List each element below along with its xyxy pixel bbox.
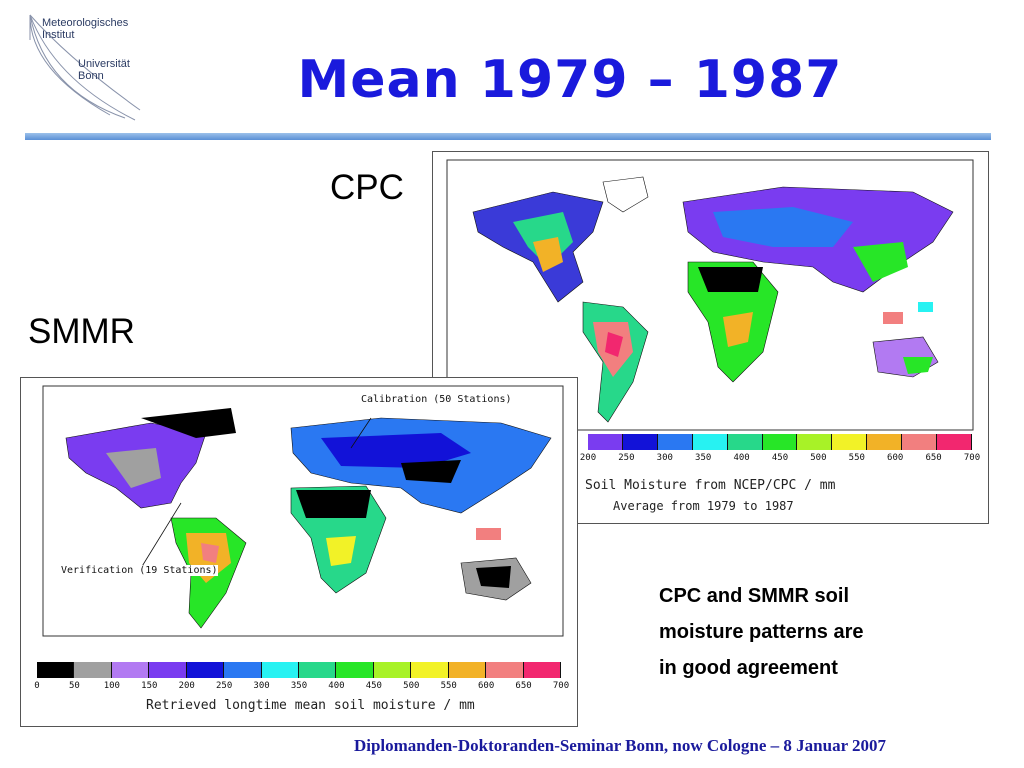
summary-line-2: moisture patterns are	[659, 621, 864, 643]
smmr-legend-tick: 300	[253, 681, 270, 691]
cpc-legend-swatch	[657, 434, 693, 450]
cpc-legend-tick: 600	[887, 453, 904, 463]
smmr-legend-swatch	[224, 662, 262, 678]
cpc-legend-swatch	[937, 434, 972, 450]
smmr-legend-tick: 350	[290, 681, 308, 691]
slide-title: Mean 1979 – 1987	[297, 50, 843, 110]
calibration-note: Calibration (50 Stations)	[361, 394, 512, 405]
smmr-legend-swatch	[186, 662, 225, 678]
cpc-legend-swatch	[832, 434, 868, 450]
cpc-legend-tick: 200	[579, 453, 597, 463]
cpc-legend-tick: 300	[656, 453, 673, 463]
cpc-label: CPC	[330, 168, 404, 207]
smmr-legend-swatch	[74, 662, 112, 678]
cpc-color-legend: 200 250 300 350 400 450 500 550 600 650 700	[580, 434, 980, 474]
cpc-legend-swatch	[692, 434, 728, 450]
smmr-legend-swatch	[299, 662, 337, 678]
cpc-legend-swatch	[867, 434, 903, 450]
smmr-legend-tick: 100	[103, 681, 120, 691]
cpc-caption-line1: Soil Moisture from NCEP/CPC / mm	[585, 478, 836, 493]
smmr-legend-swatch	[111, 662, 150, 678]
verification-note: Verification (19 Stations)	[61, 565, 218, 576]
cpc-legend-swatch	[727, 434, 763, 450]
smmr-legend-swatch	[336, 662, 374, 678]
summary-text: CPC and SMMR soil moisture patterns are …	[659, 578, 949, 686]
smmr-legend-tick: 700	[552, 681, 570, 691]
smmr-world-map	[42, 385, 564, 637]
smmr-legend-swatch	[486, 662, 524, 678]
smmr-legend-swatch	[149, 662, 187, 678]
logo-swoosh-icon	[29, 14, 141, 121]
cpc-legend-swatch	[762, 434, 798, 450]
smmr-legend-swatch	[373, 662, 412, 678]
smmr-caption: Retrieved longtime mean soil moisture / …	[146, 698, 475, 713]
smmr-legend-tick: 600	[478, 681, 495, 691]
cpc-legend-tick: 350	[695, 453, 712, 463]
smmr-legend-swatch	[411, 662, 449, 678]
cpc-legend-tick: 250	[618, 453, 635, 463]
smmr-legend-swatch	[523, 662, 561, 678]
cpc-legend-swatch	[797, 434, 833, 450]
cpc-legend-tick: 400	[733, 453, 750, 463]
smmr-legend-tick: 250	[216, 681, 233, 691]
smmr-color-legend: 0 50 100 150 200 250 300 350 400 450 500 550 600 650 7…	[34, 662, 569, 694]
logo-text-line4: Bonn	[78, 70, 104, 82]
smmr-legend-swatch	[261, 662, 299, 678]
footer-text: Diplomanden-Doktoranden-Seminar Bonn, no…	[353, 736, 887, 755]
smmr-legend-tick: 200	[178, 681, 195, 691]
cpc-legend-swatch	[902, 434, 938, 450]
smmr-legend-swatch	[37, 662, 75, 678]
summary-line-1: CPC and SMMR soil	[659, 585, 850, 607]
smmr-legend-tick: 150	[141, 681, 158, 691]
cpc-legend-tick: 650	[925, 453, 942, 463]
cpc-legend-swatch	[622, 434, 658, 450]
smmr-soil-moisture-figure: Calibration (50 Stations) Verification (…	[20, 377, 578, 727]
smmr-legend-tick: 450	[365, 681, 382, 691]
smmr-legend-tick: 50	[69, 681, 80, 691]
cpc-caption-line2: Average from 1979 to 1987	[613, 499, 794, 513]
smmr-legend-tick: 500	[403, 681, 420, 691]
smmr-legend-tick: 550	[440, 681, 457, 691]
smmr-label: SMMR	[28, 312, 135, 351]
logo-text-line1: Meteorologisches	[42, 17, 129, 29]
university-logo: Meteorologisches Institut Universität Bo…	[0, 0, 150, 125]
cpc-legend-tick: 700	[963, 453, 981, 463]
smmr-legend-swatch	[448, 662, 487, 678]
summary-line-3: in good agreement	[659, 657, 838, 679]
logo-text-line2: Institut	[42, 29, 75, 41]
cpc-legend-tick: 550	[848, 453, 865, 463]
cpc-legend-swatch	[588, 434, 623, 450]
smmr-legend-tick: 0	[34, 681, 40, 691]
cpc-legend-tick: 500	[810, 453, 827, 463]
cpc-legend-tick: 450	[771, 453, 789, 463]
smmr-legend-tick: 650	[515, 681, 532, 691]
title-divider	[25, 133, 991, 140]
logo-text-line3: Universität	[78, 58, 130, 70]
smmr-legend-tick: 400	[328, 681, 345, 691]
